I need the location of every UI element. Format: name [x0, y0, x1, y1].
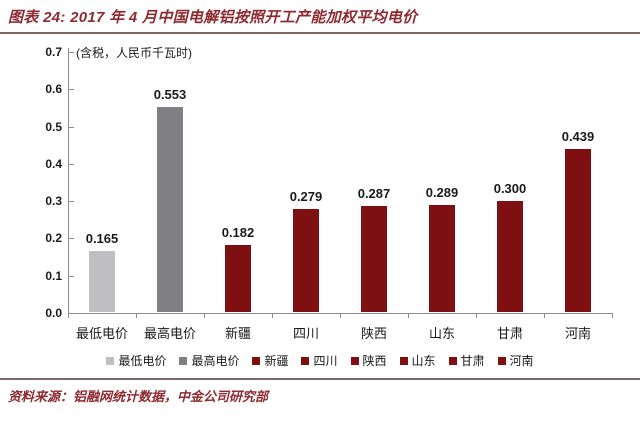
y-axis-tick-label: 0.0 — [45, 306, 62, 320]
legend-swatch-icon — [399, 356, 408, 365]
y-axis-tick — [69, 163, 74, 165]
x-axis-category-label: 甘肃 — [496, 326, 523, 341]
legend-label: 陕西 — [362, 354, 387, 368]
y-axis-tick-label: 0.3 — [45, 194, 62, 209]
x-axis-tick — [204, 314, 205, 318]
bar-value-label: 0.300 — [493, 181, 527, 197]
x-axis-tick — [408, 314, 409, 318]
y-axis-line — [68, 48, 69, 314]
x-axis-tick — [612, 314, 613, 318]
y-axis-tick — [69, 313, 74, 314]
legend-item-陕西: 陕西 — [350, 352, 387, 369]
y-axis-tick — [69, 275, 74, 277]
x-axis-line — [68, 313, 613, 314]
bar-value-label: 0.439 — [561, 129, 595, 145]
x-axis-category-label: 四川 — [292, 326, 319, 341]
x-axis-tick — [272, 314, 273, 318]
figure-title: 图表 24: 2017 年 4 月中国电解铝按照开工产能加权平均电价 — [8, 9, 418, 26]
legend-label: 河南 — [509, 354, 534, 368]
y-axis-tick — [69, 201, 74, 203]
y-axis-tick-label: 0.5 — [45, 119, 62, 134]
y-axis-tick — [69, 238, 74, 240]
bar-河南 — [565, 149, 591, 312]
source-divider — [0, 378, 640, 380]
chart-legend: 最低电价 最高电价 新疆 四川 陕西 山东 甘肃 河南 — [0, 352, 640, 369]
bar-甘肃 — [497, 201, 523, 312]
legend-item-甘肃: 甘肃 — [448, 352, 485, 369]
legend-swatch-icon — [350, 356, 359, 365]
legend-item-山东: 山东 — [399, 352, 436, 369]
x-axis-tick — [340, 314, 341, 318]
legend-item-四川: 四川 — [301, 352, 338, 369]
x-axis-category-label: 河南 — [564, 326, 591, 341]
legend-item-河南: 河南 — [497, 352, 534, 369]
x-axis-category-label: 最高电价 — [143, 326, 196, 341]
legend-swatch-icon — [448, 356, 457, 365]
bar-新疆 — [225, 245, 251, 312]
legend-swatch-icon — [252, 356, 261, 365]
x-axis-tick — [136, 314, 137, 318]
title-divider — [0, 32, 640, 34]
legend-label: 四川 — [313, 354, 338, 368]
legend-label: 甘肃 — [460, 354, 485, 368]
legend-swatch-icon — [106, 356, 115, 365]
legend-item-最低电价: 最低电价 — [106, 352, 166, 369]
y-axis-tick-label: 0.4 — [45, 156, 62, 171]
bar-value-label: 0.165 — [85, 231, 119, 247]
x-axis-category-label: 陕西 — [360, 326, 387, 341]
bar-value-label: 0.287 — [357, 185, 391, 201]
bar-山东 — [429, 205, 455, 312]
bar-value-label: 0.279 — [289, 188, 323, 204]
x-axis-tick — [476, 314, 477, 318]
x-axis-category-label: 山东 — [428, 326, 455, 341]
x-axis-category-label: 新疆 — [224, 326, 251, 341]
bar-最高电价 — [157, 106, 183, 312]
x-axis-category-label: 最低电价 — [75, 326, 128, 341]
y-axis-tick-label: 0.7 — [45, 45, 62, 59]
legend-item-最高电价: 最高电价 — [179, 352, 239, 369]
legend-item-新疆: 新疆 — [252, 352, 288, 369]
y-axis-tick — [69, 89, 74, 91]
x-axis-tick — [68, 314, 69, 318]
bar-最低电价 — [89, 251, 115, 312]
bar-value-label: 0.553 — [153, 86, 187, 102]
bar-value-label: 0.289 — [425, 185, 459, 201]
legend-label: 最高电价 — [191, 354, 240, 368]
y-axis-tick — [69, 52, 74, 53]
axis-unit-note: (含税，人民币千瓦时) — [76, 46, 192, 60]
legend-swatch-icon — [301, 356, 310, 365]
bar-陕西 — [361, 205, 387, 312]
legend-swatch-icon — [179, 356, 188, 365]
y-axis-tick-label: 0.1 — [45, 268, 62, 283]
bar-value-label: 0.182 — [221, 225, 255, 241]
x-axis-tick — [544, 314, 545, 318]
legend-label: 山东 — [411, 354, 436, 368]
source-note: 资料来源：铝融网统计数据，中金公司研究部 — [8, 389, 269, 404]
y-axis-tick-label: 0.2 — [45, 231, 62, 246]
legend-label: 最低电价 — [118, 354, 167, 368]
bar-四川 — [293, 208, 319, 312]
legend-label: 新疆 — [264, 354, 289, 368]
y-axis-tick — [69, 126, 74, 128]
y-axis-tick-label: 0.6 — [45, 82, 62, 97]
legend-swatch-icon — [497, 356, 506, 365]
